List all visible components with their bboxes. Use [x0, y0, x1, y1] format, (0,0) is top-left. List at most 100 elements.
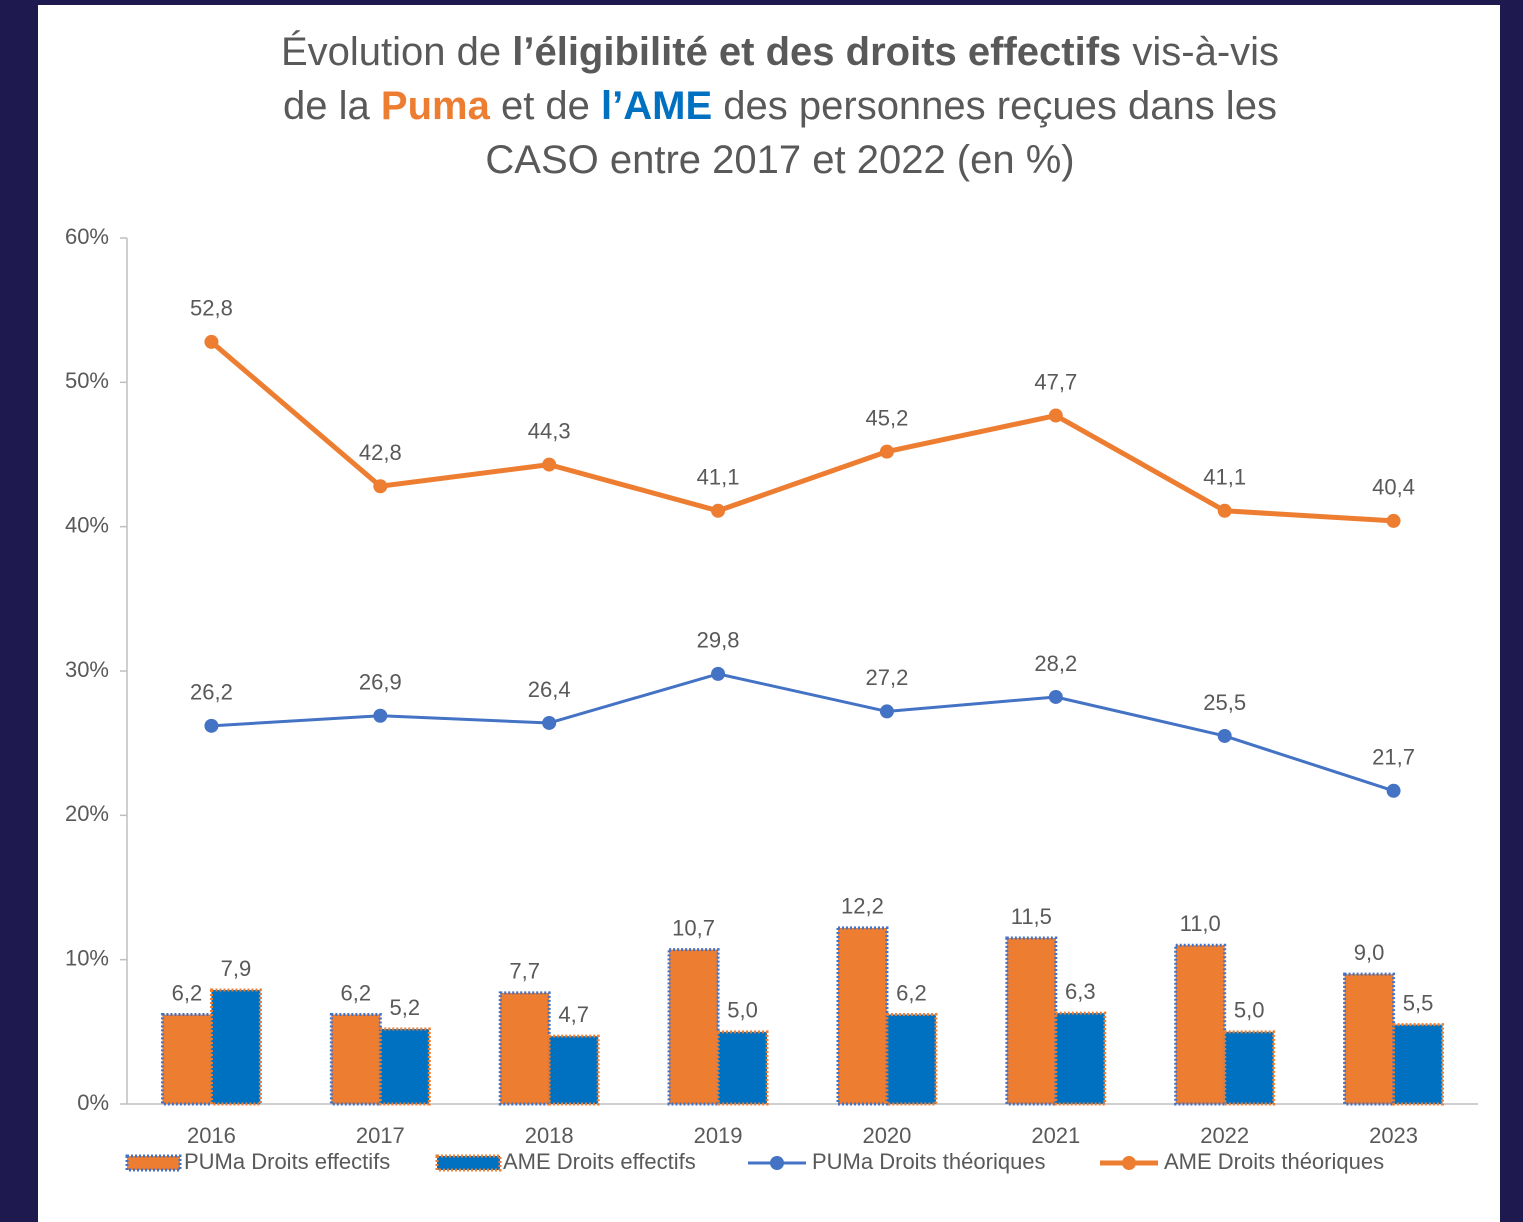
data-label: 5,0: [1234, 998, 1265, 1023]
data-label: 6,2: [896, 980, 927, 1005]
legend-marker: [770, 1156, 784, 1170]
bar: [329, 1013, 382, 1106]
legend-label: PUMa Droits théoriques: [812, 1149, 1046, 1174]
data-label: 10,7: [672, 915, 715, 940]
x-tick-label: 2020: [862, 1123, 911, 1148]
data-label: 44,3: [528, 418, 571, 443]
title-segment: l’AME: [601, 84, 712, 128]
bar: [1005, 936, 1058, 1106]
data-label: 41,1: [1203, 465, 1246, 490]
line: [211, 672, 1395, 793]
marker: [1048, 689, 1063, 704]
marker: [204, 334, 219, 349]
bar: [1054, 1011, 1107, 1106]
title-segment: Puma: [381, 84, 491, 128]
chart-title: CASO entre 2017 et 2022 (en %): [485, 138, 1074, 182]
bar: [498, 991, 551, 1106]
title-segment: l’éligibilité et des droits effectifs: [512, 30, 1121, 74]
data-label: 6,3: [1065, 979, 1096, 1004]
bar: [1223, 1030, 1276, 1106]
data-label: 25,5: [1203, 690, 1246, 715]
x-tick-label: 2022: [1200, 1123, 1249, 1148]
y-tick-label: 40%: [65, 512, 109, 537]
y-tick-label: 50%: [65, 368, 109, 393]
x-tick-label: 2019: [694, 1123, 743, 1148]
legend-label: AME Droits théoriques: [1164, 1149, 1384, 1174]
legend-swatch: [435, 1154, 502, 1172]
x-tick-label: 2018: [525, 1123, 574, 1148]
data-label: 6,2: [341, 980, 372, 1005]
data-label: 26,9: [359, 670, 402, 695]
chart-title: Évolution de l’éligibilité et des droits…: [281, 29, 1279, 74]
data-label: 7,9: [221, 956, 252, 981]
marker: [542, 457, 557, 472]
data-label: 9,0: [1354, 940, 1385, 965]
marker: [1048, 408, 1063, 423]
data-label: 6,2: [172, 980, 203, 1005]
bar: [836, 926, 889, 1106]
x-tick-label: 2017: [356, 1123, 405, 1148]
bar: [547, 1034, 600, 1106]
data-label: 45,2: [866, 405, 909, 430]
bar: [160, 1013, 213, 1106]
y-tick-label: 0%: [77, 1090, 109, 1115]
title-segment: Évolution de: [281, 29, 512, 74]
data-label: 40,4: [1372, 475, 1415, 500]
data-label: 11,0: [1180, 911, 1221, 936]
marker: [373, 479, 388, 494]
data-label: 47,7: [1034, 369, 1077, 394]
y-tick-label: 30%: [65, 657, 109, 682]
marker: [373, 708, 388, 723]
data-label: 28,2: [1034, 651, 1077, 676]
x-tick-label: 2021: [1031, 1123, 1080, 1148]
panel: [38, 5, 1500, 1222]
bar: [1392, 1023, 1445, 1106]
marker: [1217, 728, 1232, 743]
data-label: 5,0: [727, 998, 758, 1023]
marker: [204, 718, 219, 733]
x-tick-label: 2016: [187, 1123, 236, 1148]
chart-title: de la Puma et de l’AME des personnes reç…: [283, 84, 1277, 128]
bar: [1343, 972, 1396, 1106]
title-segment: de la: [283, 84, 381, 128]
title-segment: et de: [490, 84, 601, 128]
title-segment: des personnes reçues dans les: [712, 84, 1277, 128]
marker: [879, 704, 894, 719]
bar: [378, 1027, 431, 1106]
title-segment: vis-à-vis: [1121, 30, 1279, 74]
data-label: 41,1: [697, 465, 740, 490]
data-label: 7,7: [509, 959, 540, 984]
marker: [542, 715, 557, 730]
marker: [711, 503, 726, 518]
data-label: 26,4: [528, 677, 571, 702]
bar: [716, 1030, 769, 1106]
marker: [711, 666, 726, 681]
data-label: 4,7: [558, 1002, 589, 1027]
y-tick-label: 60%: [65, 224, 109, 249]
data-label: 26,2: [190, 680, 233, 705]
data-label: 5,2: [390, 995, 421, 1020]
bar: [667, 948, 720, 1106]
line: [209, 340, 1394, 524]
legend-marker: [1122, 1156, 1136, 1170]
y-tick-label: 10%: [65, 945, 109, 970]
data-label: 29,8: [697, 628, 740, 653]
bar: [1174, 943, 1227, 1106]
legend-label: AME Droits effectifs: [503, 1149, 696, 1174]
data-label: 12,2: [841, 894, 884, 919]
data-label: 21,7: [1372, 745, 1415, 770]
data-label: 42,8: [359, 440, 402, 465]
marker: [1386, 513, 1401, 528]
legend-swatch: [125, 1154, 182, 1172]
x-tick-label: 2023: [1369, 1123, 1418, 1148]
data-label: 11,5: [1011, 904, 1052, 929]
y-tick-label: 20%: [65, 801, 109, 826]
data-label: 27,2: [866, 665, 909, 690]
marker: [879, 444, 894, 459]
bar: [885, 1013, 938, 1106]
marker: [1386, 783, 1401, 798]
bar: [209, 988, 262, 1106]
data-label: 5,5: [1403, 990, 1434, 1015]
